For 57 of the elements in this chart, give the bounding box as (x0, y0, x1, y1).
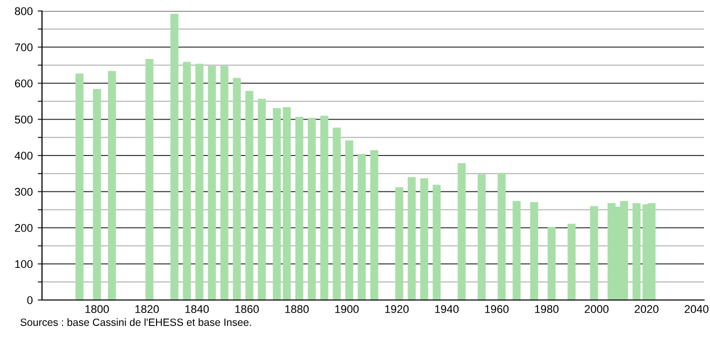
bar (282, 107, 291, 300)
x-tick-label: 1980 (535, 305, 559, 314)
bar (408, 177, 416, 300)
bar (358, 154, 366, 300)
x-tick-label: 1840 (185, 305, 209, 314)
bar (332, 128, 341, 300)
bar (345, 140, 354, 300)
bar (108, 70, 116, 300)
bar (272, 108, 281, 300)
bar (170, 14, 178, 300)
bar (370, 150, 378, 300)
bar (75, 73, 84, 300)
bar (530, 202, 538, 300)
bar (220, 66, 228, 300)
bar (145, 59, 154, 300)
bar (458, 163, 466, 300)
y-tick-label: 300 (14, 188, 33, 196)
y-tick-label: 0 (27, 296, 33, 304)
bar (232, 78, 241, 300)
y-tick-label: 200 (14, 224, 33, 232)
x-tick-label: 1960 (485, 305, 509, 314)
bar (395, 187, 404, 300)
x-tick-label: 1920 (385, 305, 409, 314)
x-tick-label: 1900 (335, 305, 359, 314)
bar (195, 64, 204, 300)
bar (512, 201, 521, 300)
y-tick-label: 500 (14, 116, 33, 124)
x-tick-label: 1820 (135, 305, 159, 314)
bar (568, 224, 576, 300)
bar (420, 178, 428, 300)
bar (208, 66, 216, 300)
x-tick-label: 2000 (584, 305, 609, 314)
x-tick-label: 2040 (684, 305, 708, 314)
bar (320, 116, 328, 300)
bar (478, 174, 486, 300)
bar (182, 62, 191, 300)
y-tick-label: 700 (15, 43, 33, 52)
bar (295, 116, 304, 300)
y-tick-label: 400 (14, 152, 33, 160)
bar (92, 89, 101, 300)
x-tick-label: 1800 (85, 305, 109, 314)
bar (258, 98, 266, 300)
x-tick-label: 1940 (435, 305, 459, 314)
x-tick-label: 2020 (634, 305, 658, 314)
bar (245, 90, 254, 300)
y-tick-label: 600 (15, 80, 33, 88)
x-tick-label: 1860 (235, 305, 259, 314)
bar (498, 172, 506, 300)
bar (632, 203, 641, 300)
bar (590, 206, 598, 300)
bar (548, 227, 556, 300)
y-tick-label: 100 (15, 260, 33, 268)
y-tick-label: 800 (14, 7, 33, 16)
source-note: Sources : base Cassini de l'EHESS et base Insee. (20, 318, 251, 326)
x-tick-label: 1880 (285, 305, 309, 314)
bar (308, 118, 316, 300)
bar (432, 184, 441, 300)
